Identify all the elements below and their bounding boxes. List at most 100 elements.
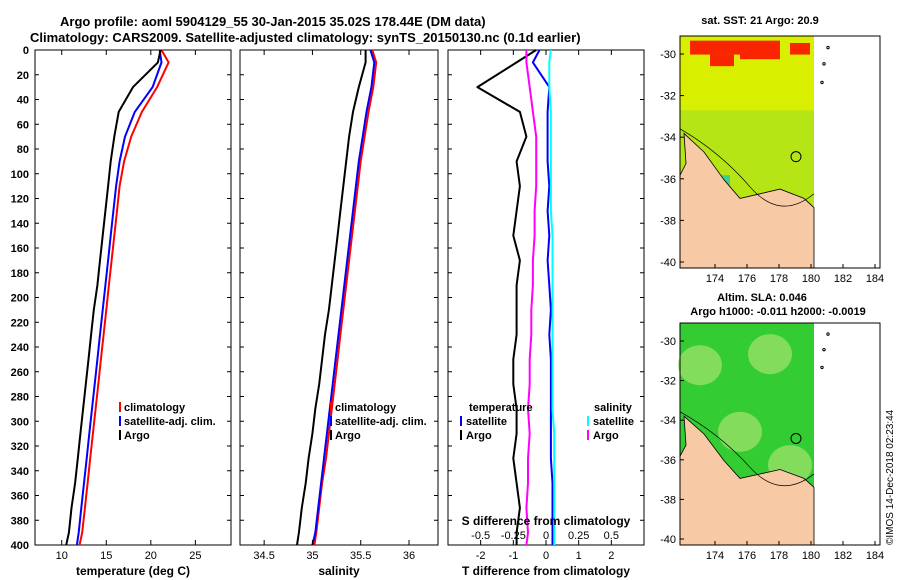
salinity-legend: climatology satellite-adj. clim. Argo — [330, 402, 427, 442]
lon-tick-label: 174 — [706, 273, 724, 285]
bathymetry-contour — [679, 128, 815, 207]
t-difference-xlabel: T difference from climatology — [462, 564, 630, 578]
x-tick-label: 15 — [100, 550, 112, 562]
salinity-tick-labels: 34.5 35 35.5 36 — [240, 49, 438, 562]
depth-tick-labels: 0 20 40 60 80 100 120 140 160 180 200 220 240 260 280 3… — [11, 45, 29, 552]
legend-label: Argo — [335, 430, 361, 442]
lon-tick-label: 182 — [834, 273, 852, 285]
depth-tick-label: 240 — [11, 342, 29, 354]
legend-label: satellite-adj. clim. — [124, 416, 216, 428]
depth-tick-label: 380 — [11, 515, 29, 527]
legend-label: Argo — [466, 430, 492, 442]
lat-tick-label: -38 — [660, 494, 676, 506]
legend-label: climatology — [124, 402, 186, 414]
legend-temperature-title: temperature — [469, 402, 533, 414]
depth-tick-label: 220 — [11, 317, 29, 329]
series-line-climatology — [313, 49, 378, 546]
temperature-axes — [34, 49, 232, 546]
t-difference-tick-labels: -2 -1 0 1 2 — [448, 49, 644, 562]
depth-tick-label: 280 — [11, 392, 29, 404]
title-line-2: Climatology: CARS2009. Satellite-adjuste… — [30, 30, 581, 45]
legend-label: satellite — [466, 416, 507, 428]
x-tick-label: 36 — [403, 550, 415, 562]
sst-warm-patch — [790, 42, 810, 55]
x-tick-label: 2 — [608, 550, 614, 562]
sla-lat-tick-labels: -30 -32 -34 -36 -38 -40 — [660, 336, 684, 546]
island-marker — [820, 80, 824, 85]
series-line-satellite-adj-clim- — [75, 49, 163, 546]
legend-label: satellite — [593, 416, 634, 428]
temperature-legend: climatology satellite-adj. clim. Argo — [119, 402, 216, 442]
bathymetry-contour — [679, 411, 815, 487]
s-difference-label: S difference from climatology — [462, 514, 631, 528]
depth-tick-label: 0 — [23, 45, 29, 57]
lon-tick-label: 178 — [770, 273, 788, 285]
x-tick-label: 35.5 — [350, 550, 371, 562]
sla-anomaly-blob — [748, 334, 792, 375]
lon-tick-label: 176 — [738, 550, 756, 562]
legend-label: Argo — [593, 430, 619, 442]
depth-tick-label: 160 — [11, 243, 29, 255]
x-tick-label: 0 — [543, 550, 549, 562]
lon-tick-label: 184 — [866, 550, 884, 562]
title-line-1: Argo profile: aoml 5904129_55 30-Jan-201… — [60, 14, 486, 29]
depth-tick-label: 40 — [17, 95, 29, 107]
sst-map — [679, 35, 881, 269]
lat-tick-label: -34 — [660, 415, 676, 427]
island-marker — [826, 45, 830, 50]
salinity-xlabel: salinity — [318, 564, 360, 578]
salinity-panel: 34.5 35 35.5 36 salinity climatology satelli… — [239, 49, 439, 578]
difference-legend: temperature salinity satellite Argo satellit… — [460, 402, 634, 442]
series-line-climatology — [78, 49, 170, 546]
legend-label: satellite-adj. clim. — [335, 416, 427, 428]
x-tick-label: 1 — [576, 550, 582, 562]
depth-tick-label: 320 — [11, 441, 29, 453]
x-tick-label: -1 — [508, 550, 518, 562]
series-line-salinity-argo — [525, 50, 538, 546]
depth-tick-label: 300 — [11, 416, 29, 428]
x-tick-label: -2 — [476, 550, 486, 562]
sla-map-title-2: Argo h1000: -0.011 h2000: -0.0019 — [690, 306, 865, 318]
sst-map-title: sat. SST: 21 Argo: 20.9 — [701, 15, 819, 27]
lon-tick-label: 180 — [802, 550, 820, 562]
map-frame — [679, 322, 881, 546]
s-tick-label: -0.25 — [501, 530, 526, 542]
s-tick-label: 0 — [543, 530, 549, 542]
lon-tick-label: 174 — [706, 550, 724, 562]
sst-warm-patch — [710, 54, 734, 67]
lat-tick-label: -32 — [660, 376, 676, 388]
series-line-argo — [296, 50, 367, 546]
lat-tick-label: -36 — [660, 455, 676, 467]
difference-axes — [447, 49, 645, 546]
x-tick-label: 25 — [189, 550, 201, 562]
depth-tick-label: 180 — [11, 268, 29, 280]
depth-tick-label: 80 — [17, 144, 29, 156]
s-difference-tick-labels: -0.5 -0.25 0 0.25 0.5 — [471, 530, 619, 542]
depth-tick-label: 340 — [11, 466, 29, 478]
island-marker — [826, 332, 830, 336]
sla-anomaly-blob — [678, 345, 722, 386]
lon-tick-label: 182 — [834, 550, 852, 562]
depth-tick-label: 260 — [11, 367, 29, 379]
temperature-series — [65, 49, 170, 546]
island-marker — [822, 62, 826, 66]
depth-tick-label: 120 — [11, 194, 29, 206]
profile-location-marker — [790, 432, 802, 444]
series-line-temperature-argo — [476, 49, 537, 545]
salinity-axes — [239, 49, 439, 546]
lon-tick-label: 176 — [738, 273, 756, 285]
x-tick-label: 35 — [306, 550, 318, 562]
temperature-panel: 0 20 40 60 80 100 120 140 160 180 200 220 240 260 280 3… — [11, 45, 232, 578]
sla-map-title-1: Altim. SLA: 0.046 — [717, 292, 807, 304]
lon-tick-label: 180 — [802, 273, 820, 285]
sst-lon-tick-labels: 174 176 178 180 182 184 — [706, 264, 884, 285]
temperature-xlabel: temperature (deg C) — [76, 564, 190, 578]
lon-tick-label: 184 — [866, 273, 884, 285]
sla-map — [678, 322, 881, 546]
salinity-series — [296, 49, 378, 546]
lat-tick-label: -36 — [660, 174, 676, 186]
series-line-temperature-satellite — [531, 49, 554, 545]
island-marker — [822, 347, 826, 352]
temperature-tick-labels: 10 15 20 25 — [35, 49, 231, 562]
